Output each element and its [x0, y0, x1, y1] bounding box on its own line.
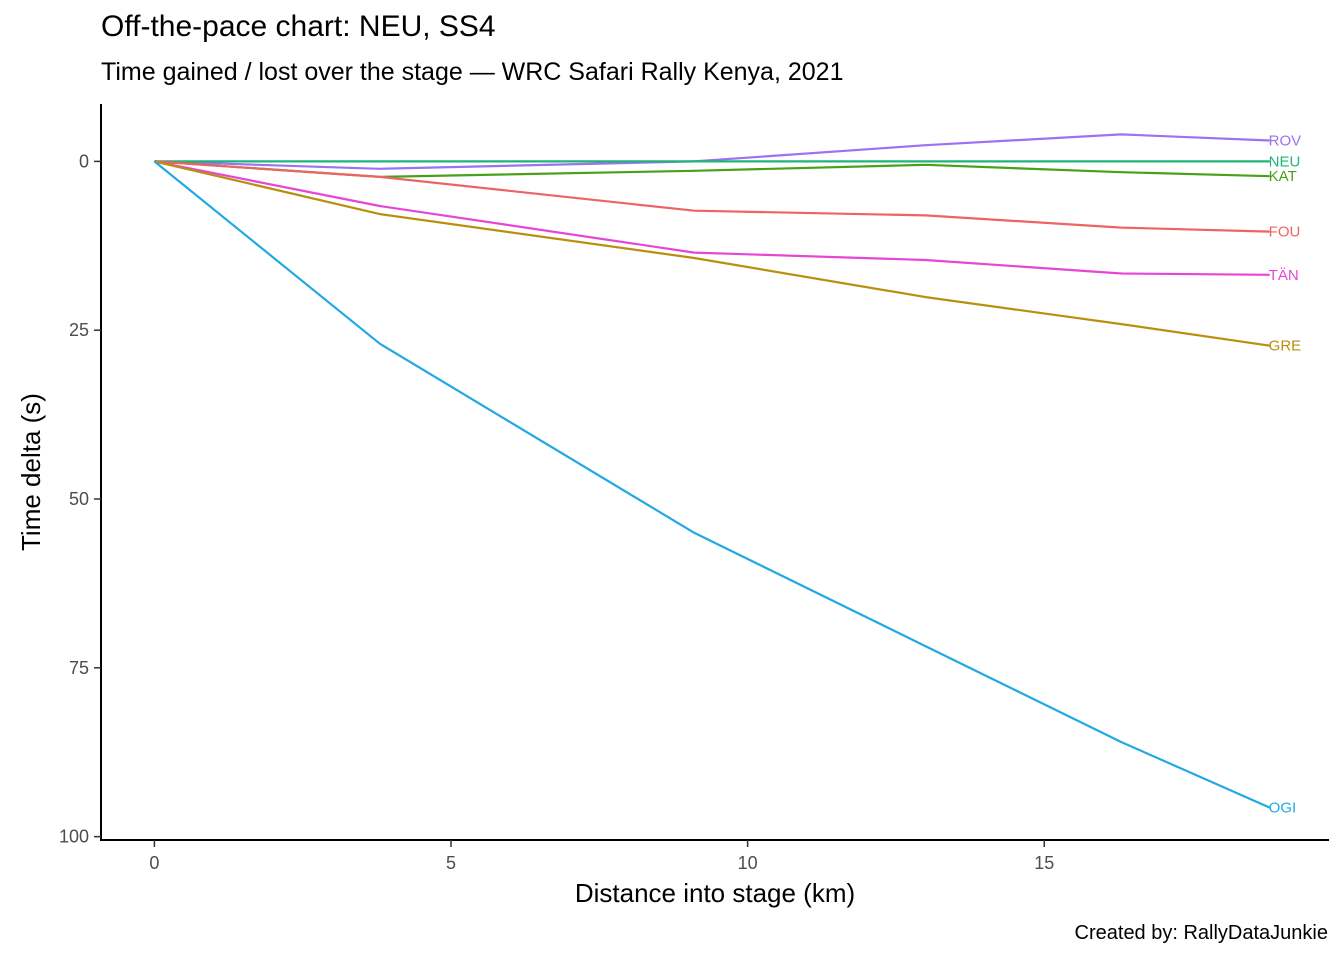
series-line-ogi	[153, 160, 1271, 809]
series-label-ogi: OGI	[1269, 800, 1297, 817]
x-tick-label: 0	[149, 853, 159, 873]
x-tick-label: 5	[446, 853, 456, 873]
y-axis-title: Time delta (s)	[16, 393, 46, 551]
series-label-fou: FOU	[1269, 224, 1301, 241]
chart-title: Off-the-pace chart: NEU, SS4	[101, 10, 496, 43]
y-tick-label: 0	[79, 151, 89, 171]
y-tick-label: 25	[69, 320, 89, 340]
y-tick-label: 50	[69, 489, 89, 509]
y-tick-label: 75	[69, 658, 89, 678]
x-tick-label: 15	[1034, 853, 1054, 873]
y-tick-label: 100	[59, 827, 89, 847]
series-line-tän	[154, 160, 1270, 276]
series-line-fou	[154, 160, 1270, 233]
x-axis-title: Distance into stage (km)	[575, 878, 855, 908]
series-label-tän: TÄN	[1269, 267, 1299, 284]
chart-caption: Created by: RallyDataJunkie	[1074, 922, 1328, 944]
series-label-gre: GRE	[1269, 338, 1302, 355]
series-line-rov	[154, 133, 1270, 170]
series-lines	[153, 133, 1271, 809]
series-label-neu: NEU	[1269, 153, 1301, 170]
x-tick-label: 10	[738, 853, 758, 873]
axes	[100, 104, 1329, 841]
ticks: 0 5 10 15 0 25 50 75 100	[59, 151, 1054, 873]
series-line-gre	[154, 160, 1270, 347]
series-label-kat: KAT	[1269, 168, 1297, 185]
series-line-kat	[154, 160, 1270, 178]
chart-subtitle: Time gained / lost over the stage — WRC …	[101, 58, 844, 86]
series-label-rov: ROV	[1269, 132, 1302, 149]
